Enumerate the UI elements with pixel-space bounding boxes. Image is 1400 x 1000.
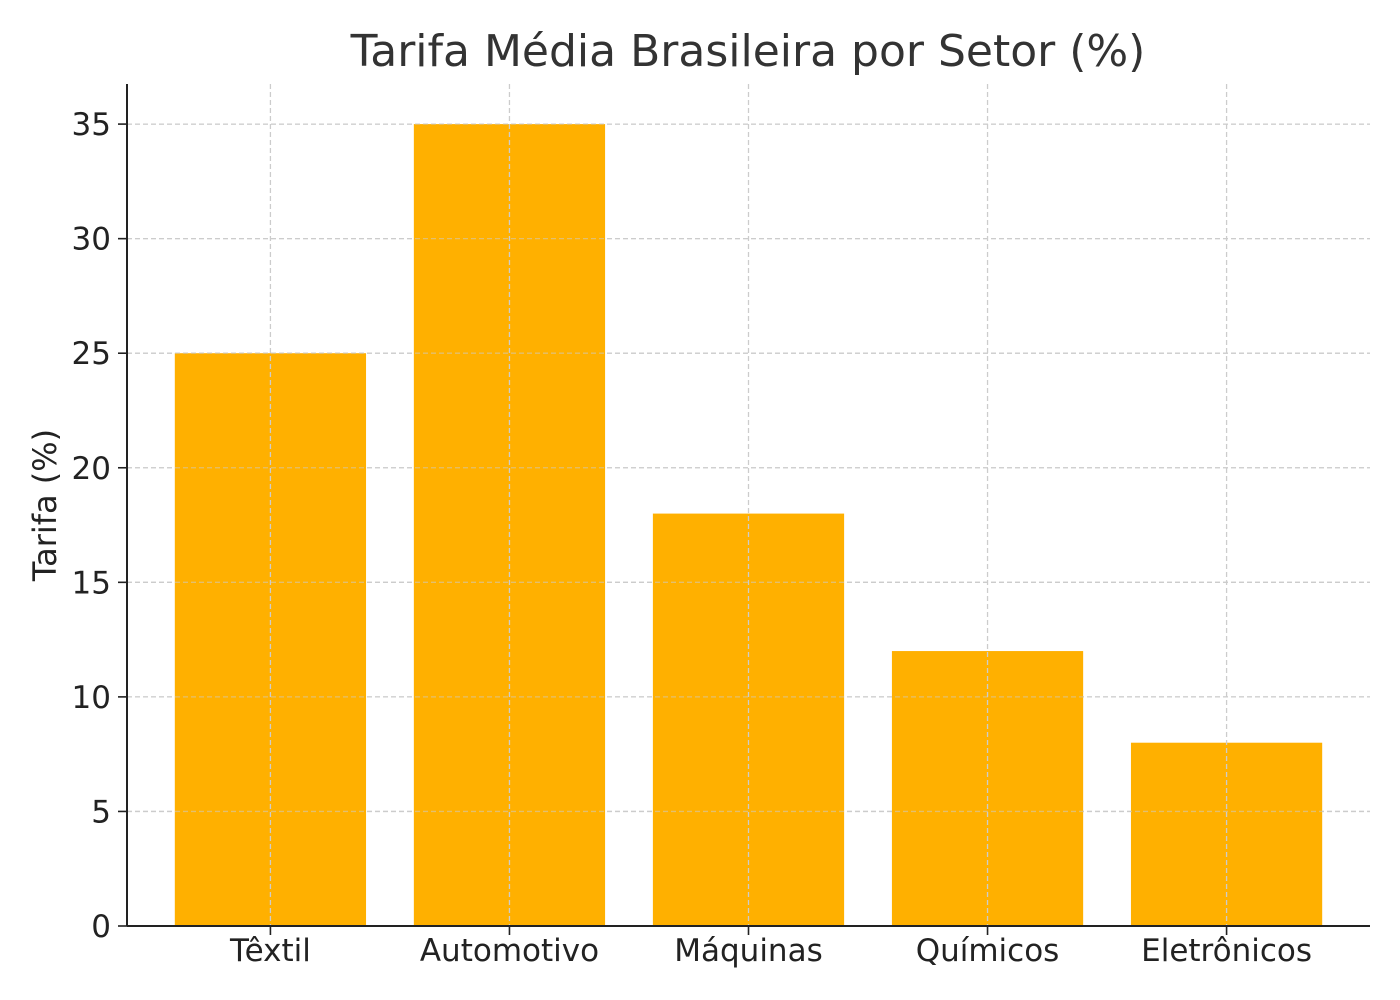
y-axis-label: Tarifa (%) — [26, 429, 64, 582]
y-tick-label: 5 — [91, 794, 111, 830]
x-tick-label: Máquinas — [674, 933, 822, 969]
y-tick-label: 15 — [72, 565, 111, 601]
bar — [1130, 742, 1323, 926]
x-tick-label: Eletrônicos — [1141, 933, 1312, 969]
x-tick-label: Automotivo — [420, 933, 599, 969]
y-tick-label: 35 — [72, 107, 111, 143]
x-tick-label: Químicos — [916, 933, 1060, 969]
chart-title: Tarifa Média Brasileira por Setor (%) — [350, 26, 1146, 77]
x-tick-label: Têxtil — [229, 933, 311, 969]
y-tick-label: 0 — [91, 909, 111, 945]
y-tick-label: 25 — [72, 336, 111, 372]
y-tick-label: 10 — [72, 680, 111, 716]
y-tick-label: 20 — [72, 451, 111, 487]
axes — [118, 84, 1370, 935]
tick-labels: 0 5 10 15 20 25 30 35 Têxtil Automotivo Máquinas Qu… — [72, 107, 1312, 969]
y-tick-label: 30 — [72, 222, 111, 258]
